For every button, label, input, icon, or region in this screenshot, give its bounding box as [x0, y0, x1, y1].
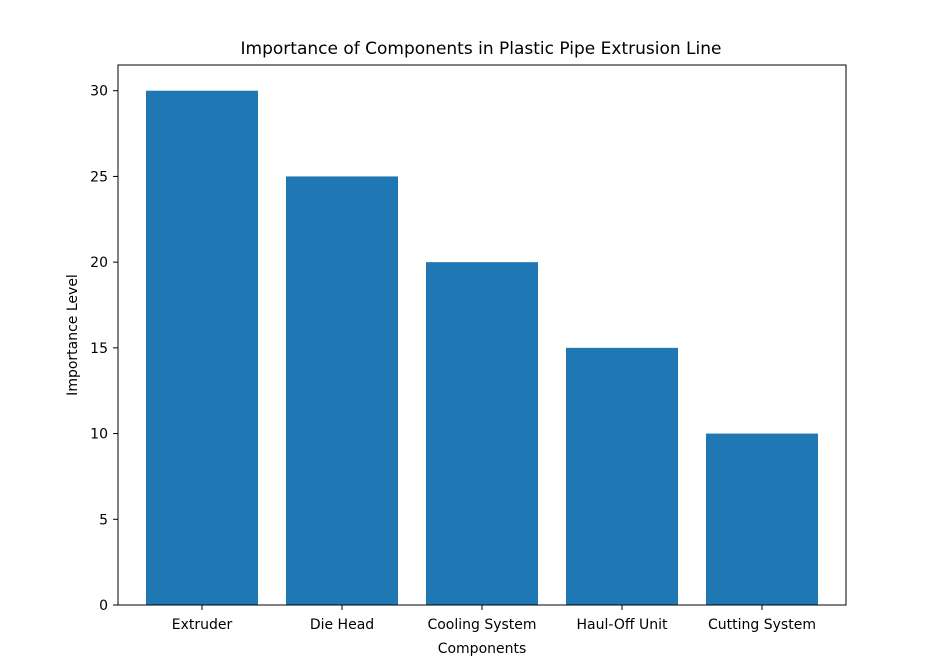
- x-tick-label: Extruder: [172, 617, 233, 633]
- x-tick-label: Haul-Off Unit: [577, 617, 668, 633]
- y-tick-label: 30: [90, 84, 108, 100]
- y-tick-label: 15: [90, 341, 108, 357]
- bar-extruder: [146, 90, 258, 605]
- y-axis-ticks: 0 5 10 15 20 25 30: [90, 84, 118, 614]
- x-axis-label: Components: [438, 641, 527, 657]
- bar-cutting-system: [706, 433, 818, 605]
- x-tick-label: Cutting System: [708, 617, 816, 633]
- x-axis-ticks: Extruder Die Head Cooling System Haul-Off U…: [172, 605, 816, 633]
- y-tick-label: 20: [90, 255, 108, 271]
- x-tick-label: Cooling System: [427, 617, 536, 633]
- plot-frame: [117, 64, 847, 606]
- y-tick-label: 0: [99, 598, 108, 614]
- chart-title: Importance of Components in Plastic Pipe…: [241, 39, 722, 59]
- bars-group: [146, 90, 818, 605]
- bar-haul-off-unit: [566, 347, 678, 605]
- y-tick-label: 25: [90, 169, 108, 185]
- x-tick-label: Die Head: [310, 617, 374, 633]
- y-tick-label: 10: [90, 427, 108, 443]
- bar-die-head: [286, 176, 398, 605]
- bar-cooling-system: [426, 262, 538, 605]
- y-axis-label: Importance Level: [65, 274, 81, 396]
- y-tick-label: 5: [99, 512, 108, 528]
